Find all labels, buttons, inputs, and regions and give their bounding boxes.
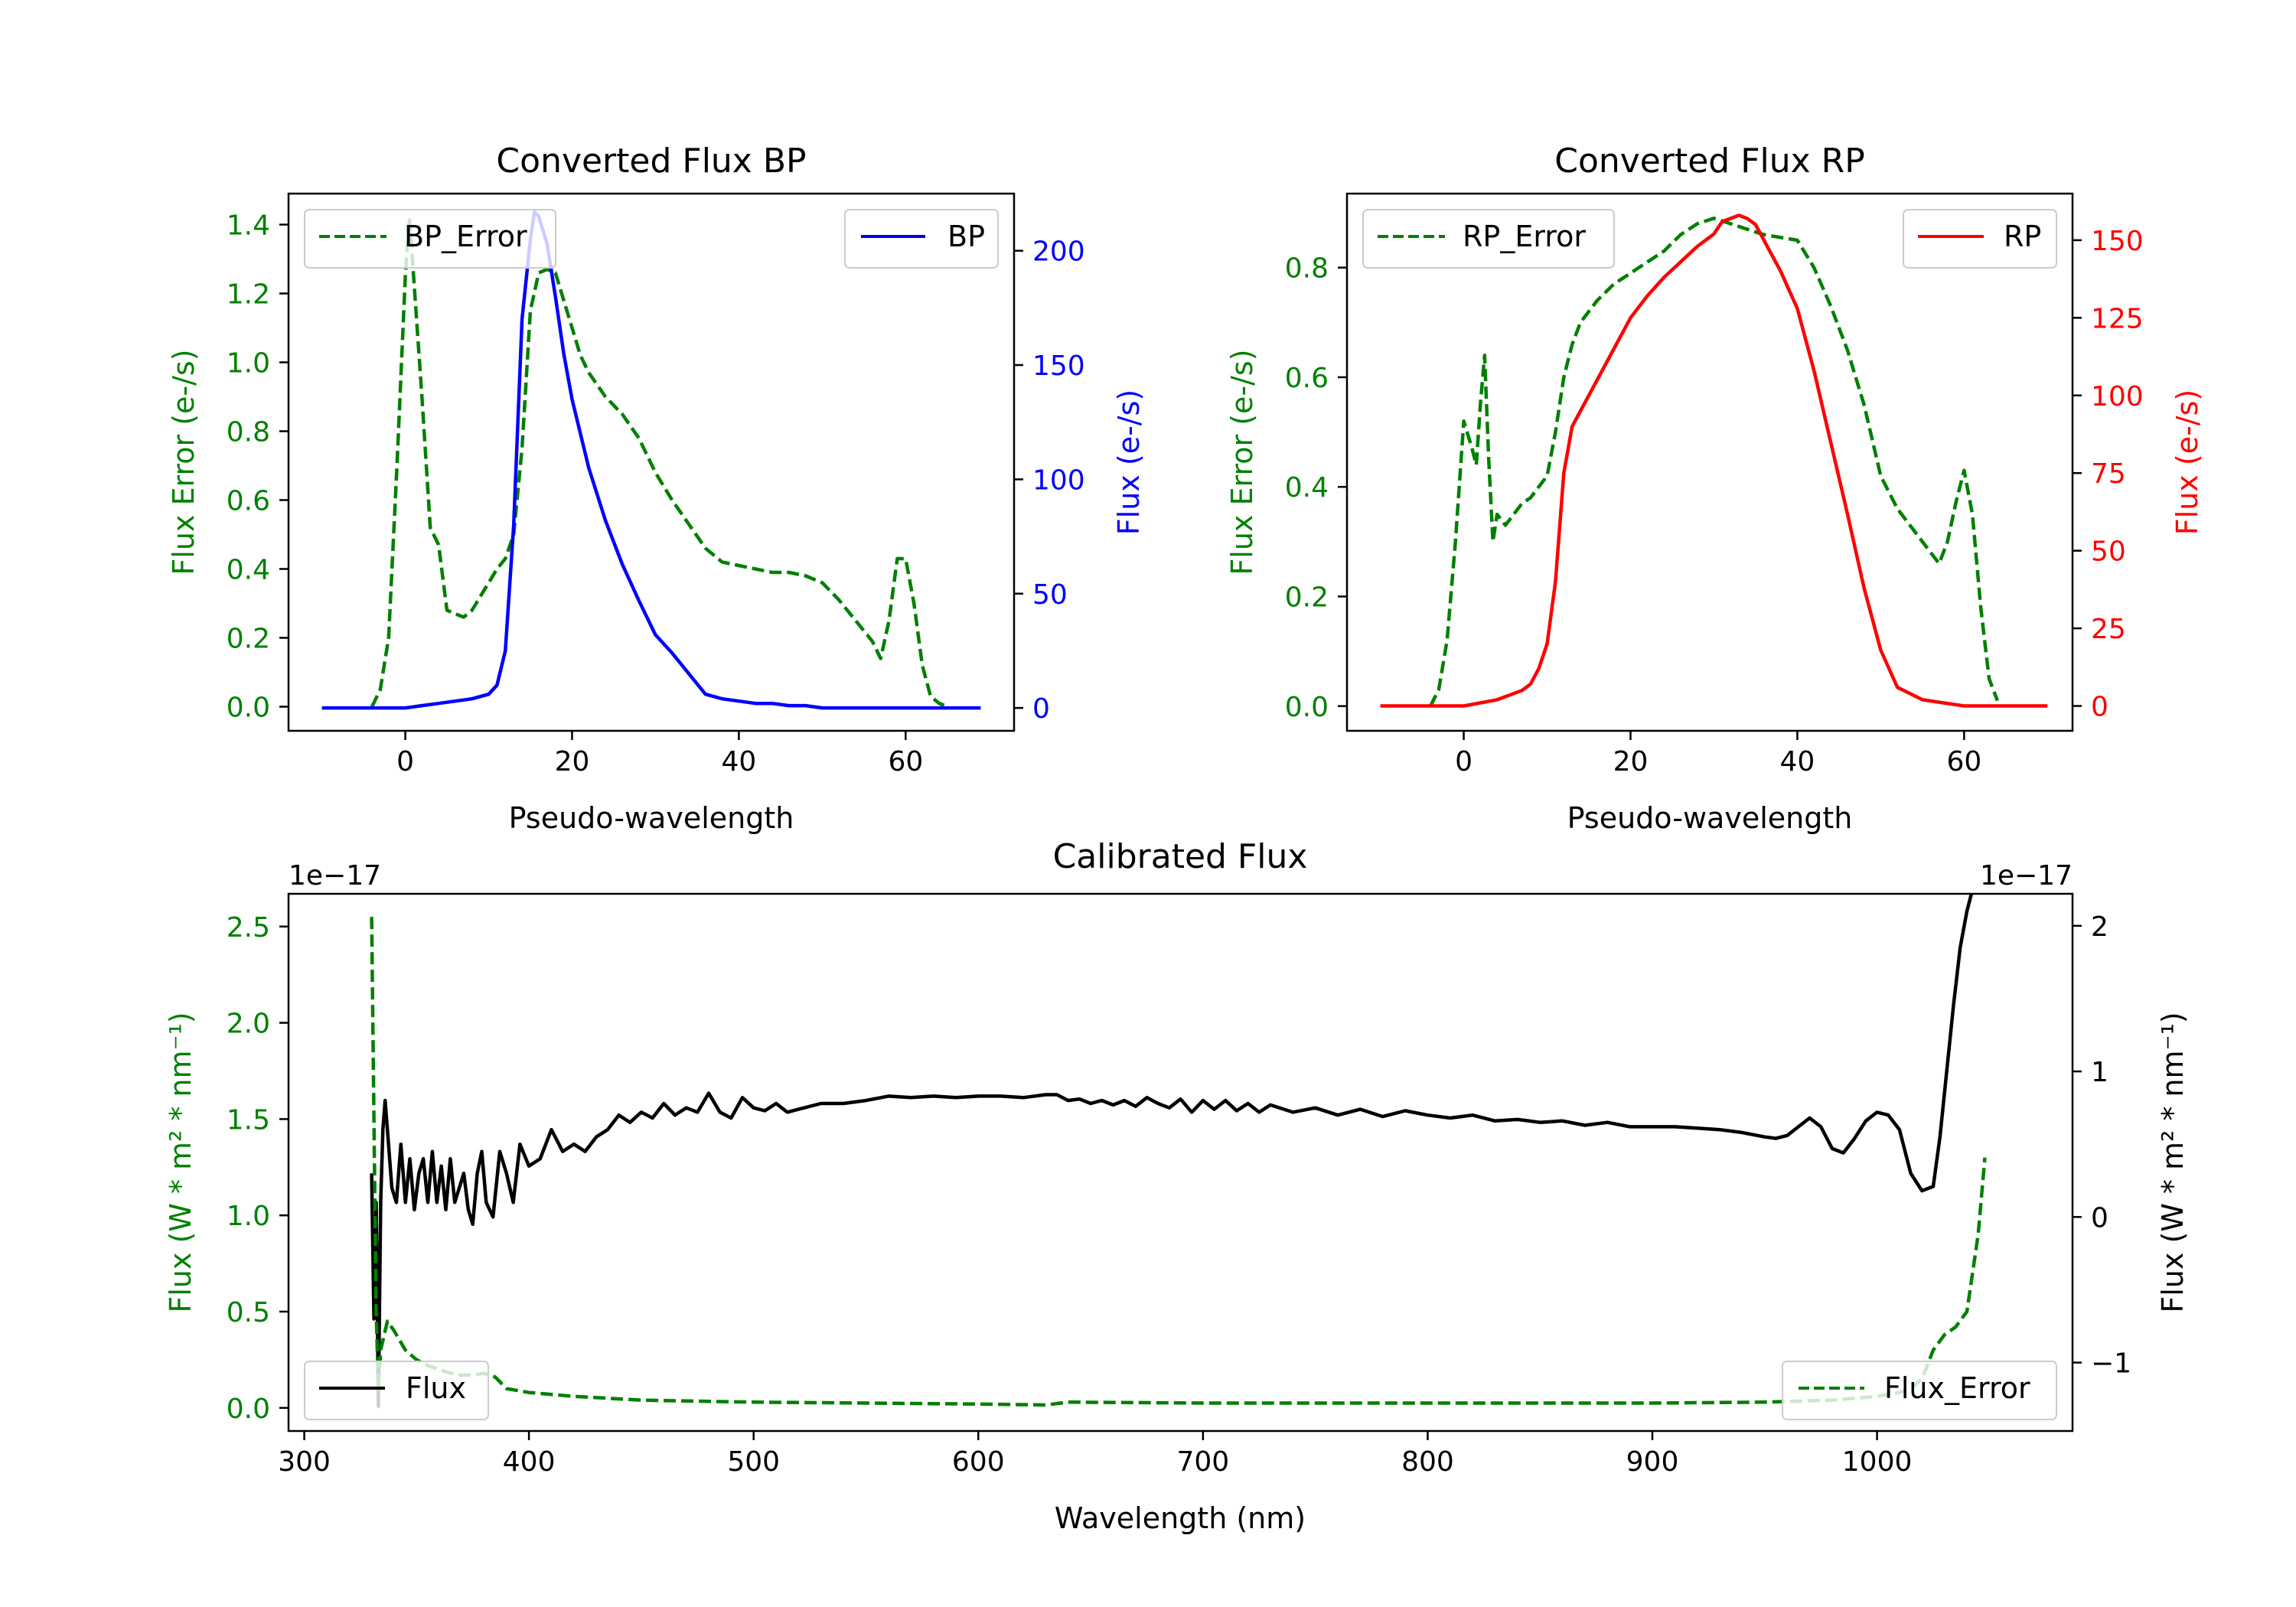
rp-right-tick-label: 100 (2091, 381, 2144, 412)
bp-x-tick-label: 60 (888, 746, 923, 777)
rp-chart-title: Converted Flux RP (1554, 142, 1865, 181)
calibrated-left-axis-label: Flux (W * m² * nm⁻¹) (164, 1012, 197, 1312)
bp-right-tick-label: 100 (1032, 464, 1085, 496)
rp-x-tick-label: 20 (1613, 746, 1649, 777)
calibrated-plot-frame (287, 892, 2074, 1433)
cal-x-tick-label: 600 (952, 1446, 1005, 1478)
cal-left-tick-label: 0.5 (227, 1297, 270, 1328)
bp-series-bp-line (321, 210, 981, 710)
cal-x-tick-label: 300 (278, 1446, 331, 1478)
rp-left-tick-label: 0.4 (1285, 472, 1329, 504)
bp-left-tick-label: 0.2 (227, 624, 270, 655)
bp-left-tick-label: 0.4 (227, 555, 270, 586)
calibrated-flux-legend: Flux (304, 1361, 489, 1420)
cal-x-tick-label: 800 (1401, 1446, 1454, 1478)
calibrated-chart-title: Calibrated Flux (1053, 837, 1308, 876)
bp-chart-title: Converted Flux BP (496, 142, 806, 181)
rp-left-tick-label: 0.2 (1285, 582, 1329, 614)
rp-left-tick-label: 0.6 (1285, 363, 1329, 394)
rp-left-tick-label: 0.0 (1285, 692, 1329, 723)
cal-left-tick-label: 1.0 (227, 1201, 270, 1232)
cal-left-tick-label: 2.5 (227, 912, 270, 944)
rp-right-tick-label: 0 (2091, 692, 2108, 723)
bp-x-tick-label: 20 (555, 746, 590, 777)
bp-left-tick-label: 1.2 (227, 279, 270, 311)
bp-left-tick-label: 1.4 (227, 210, 270, 242)
bp-left-tick-label: 0.6 (227, 486, 270, 517)
bp-right-tick-label: 200 (1032, 236, 1085, 268)
bp-series-bp-error-line (370, 216, 948, 709)
bp-right-tick-label: 150 (1032, 350, 1085, 382)
bp-left-tick-label: 1.0 (227, 348, 270, 380)
rp-series-rp-error-line (1428, 216, 2000, 707)
rp-right-tick-label: 50 (2091, 536, 2126, 568)
cal-right-tick-label: 0 (2091, 1202, 2108, 1234)
bp-error-legend: BP_Error (304, 209, 556, 269)
cal-left-tick-label: 1.5 (227, 1104, 270, 1136)
rp-plot-frame (1345, 192, 2074, 732)
cal-left-tick-label: 2.0 (227, 1009, 270, 1040)
cal-series-flux-line (370, 894, 1974, 1408)
rp-right-tick-label: 125 (2091, 303, 2144, 334)
cal-left-tick-label: 0.0 (227, 1393, 270, 1425)
rp-right-axis-label: Flux (e-/s) (2170, 390, 2204, 535)
bp-x-tick-label: 40 (722, 746, 757, 777)
rp-chart-panel: Converted Flux RP 0 20 40 60 0.0 0.2 0.4 0.6 0.… (1225, 142, 2204, 835)
cal-x-tick-label: 500 (727, 1446, 780, 1478)
calibrated-x-axis-label: Wavelength (nm) (1055, 1501, 1306, 1535)
calibrated-error-legend-label: Flux_Error (1884, 1371, 2030, 1405)
rp-x-tick-label: 60 (1946, 746, 1981, 777)
rp-x-tick-label: 0 (1455, 746, 1473, 777)
bp-x-tick-label: 0 (396, 746, 414, 777)
bp-x-axis-label: Pseudo-wavelength (509, 801, 794, 835)
calibrated-right-axis-label: Flux (W * m² * nm⁻¹) (2156, 1012, 2190, 1312)
rp-right-tick-label: 150 (2091, 226, 2144, 257)
bp-right-axis-label: Flux (e-/s) (1112, 390, 1146, 535)
rp-series-rp-line (1380, 214, 2048, 708)
cal-right-tick-label: 2 (2091, 911, 2108, 943)
calibrated-right-offset-label: 1e−17 (1980, 860, 2073, 892)
cal-x-tick-label: 900 (1626, 1446, 1679, 1478)
bp-flux-legend-label: BP (947, 220, 985, 253)
cal-right-tick-label: −1 (2091, 1348, 2131, 1380)
rp-left-tick-label: 0.8 (1285, 253, 1329, 285)
calibrated-error-legend: Flux_Error (1782, 1361, 2057, 1420)
rp-right-tick-label: 75 (2091, 458, 2126, 490)
bp-plot-frame (287, 192, 1016, 732)
cal-right-tick-label: 1 (2091, 1057, 2108, 1088)
cal-x-tick-label: 400 (503, 1446, 556, 1478)
bp-left-axis-label: Flux Error (e-/s) (167, 349, 201, 575)
rp-error-legend: RP_Error (1362, 209, 1615, 269)
calibrated-flux-legend-label: Flux (406, 1371, 466, 1405)
bp-right-tick-label: 0 (1032, 693, 1050, 725)
cal-x-tick-label: 700 (1176, 1446, 1229, 1478)
bp-flux-legend: BP (844, 209, 999, 269)
cal-x-tick-label: 1000 (1842, 1446, 1913, 1478)
bp-error-legend-label: BP_Error (404, 220, 527, 253)
rp-left-axis-label: Flux Error (e-/s) (1225, 349, 1259, 575)
bp-left-tick-label: 0.8 (227, 417, 270, 448)
rp-flux-legend-label: RP (2004, 220, 2041, 253)
rp-flux-legend: RP (1903, 209, 2057, 269)
rp-right-tick-label: 25 (2091, 614, 2126, 645)
rp-x-tick-label: 40 (1780, 746, 1815, 777)
calibrated-chart-panel: Calibrated Flux 1e−17 1e−17 300 400 500 600… (164, 837, 2190, 1535)
rp-x-axis-label: Pseudo-wavelength (1567, 801, 1853, 835)
bp-chart-panel: Converted Flux BP 0 20 40 60 0.0 0.2 0.4 0.6 0.… (167, 142, 1146, 835)
bp-right-tick-label: 50 (1032, 579, 1068, 611)
rp-error-legend-label: RP_Error (1463, 220, 1586, 253)
bp-left-tick-label: 0.0 (227, 693, 270, 724)
calibrated-left-offset-label: 1e−17 (289, 860, 381, 892)
